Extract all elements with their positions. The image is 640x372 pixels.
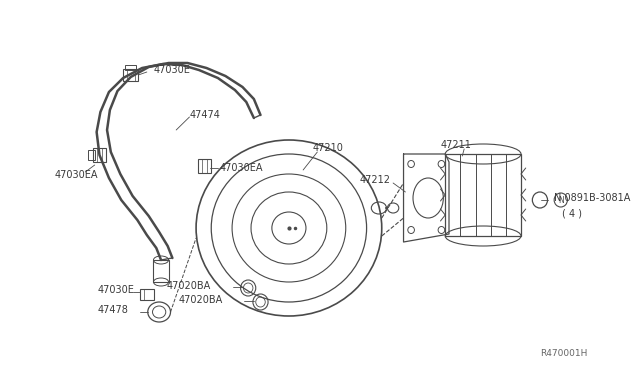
- Text: 47212: 47212: [360, 175, 391, 185]
- Text: 47474: 47474: [189, 110, 220, 120]
- Bar: [198, 159, 211, 173]
- Text: 47020BA: 47020BA: [166, 281, 211, 291]
- Text: 47020BA: 47020BA: [178, 295, 222, 305]
- Text: N: N: [558, 196, 564, 205]
- Bar: [88, 150, 95, 160]
- Text: 47478: 47478: [97, 305, 129, 315]
- Text: 47210: 47210: [312, 143, 344, 153]
- Bar: [93, 148, 106, 162]
- Text: ( 4 ): ( 4 ): [562, 208, 582, 218]
- Bar: [154, 260, 168, 282]
- Text: N 0891B-3081A: N 0891B-3081A: [554, 193, 630, 203]
- Bar: [123, 69, 138, 81]
- Text: 47030EA: 47030EA: [220, 163, 263, 173]
- Bar: [445, 154, 521, 236]
- Bar: [140, 289, 154, 300]
- Text: R470001H: R470001H: [540, 349, 588, 358]
- Text: 47030EA: 47030EA: [55, 170, 99, 180]
- Text: 47030E: 47030E: [154, 65, 190, 75]
- Text: 47211: 47211: [440, 140, 471, 150]
- Text: 47030E: 47030E: [97, 285, 134, 295]
- Bar: [125, 65, 136, 70]
